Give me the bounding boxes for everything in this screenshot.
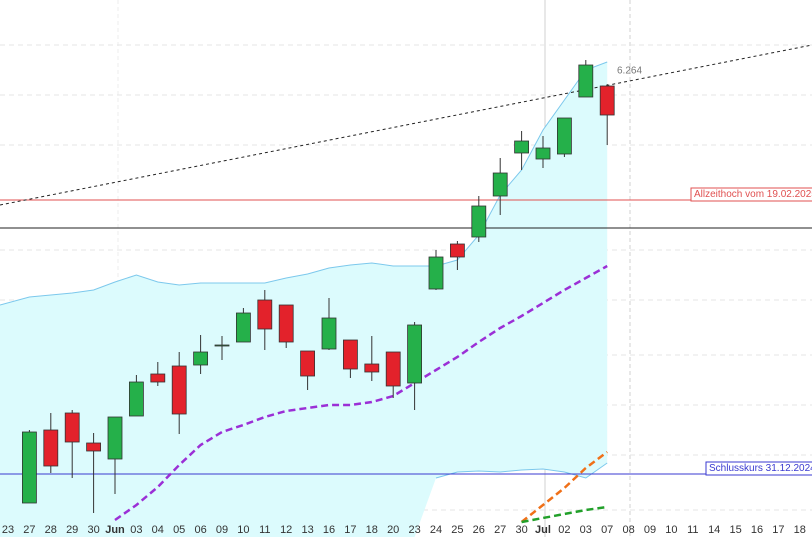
x-tick-label: 28 <box>45 524 57 536</box>
x-tick-label: 06 <box>194 524 206 536</box>
x-tick-label: 11 <box>259 524 270 536</box>
candle-body <box>64 412 80 443</box>
x-tick-label: 11 <box>687 524 698 536</box>
candle-body <box>235 312 251 343</box>
x-tick-label: 27 <box>23 524 35 536</box>
candle-body <box>21 431 37 504</box>
band-fill <box>0 62 608 537</box>
x-tick-label: 18 <box>366 524 378 536</box>
x-tick-label: 23 <box>408 524 420 536</box>
x-tick-label: 30 <box>87 524 99 536</box>
candle-body <box>599 85 615 116</box>
candle-body <box>535 147 551 160</box>
indicator-line <box>521 505 608 524</box>
x-tick-label: 16 <box>323 524 335 536</box>
x-tick-label: 18 <box>794 524 806 536</box>
x-tick-label: 02 <box>558 524 570 536</box>
candle-body <box>107 416 123 460</box>
x-tick-label: 07 <box>601 524 613 536</box>
level-label: Schlusskurs 31.12.2024 <box>709 463 812 474</box>
lower-band <box>435 462 608 479</box>
x-tick-label: 20 <box>387 524 399 536</box>
candle-body <box>407 324 423 384</box>
candle-body <box>300 350 316 377</box>
candle-body <box>364 363 380 373</box>
candle-body <box>492 172 508 197</box>
candle-body <box>342 339 358 370</box>
x-tick-label: 10 <box>237 524 249 536</box>
x-tick-label: 23 <box>2 524 14 536</box>
x-tick-label: 16 <box>751 524 763 536</box>
candle-body <box>150 373 166 383</box>
candle-body <box>449 243 465 258</box>
x-tick-label: 08 <box>622 524 634 536</box>
candle-body <box>471 205 487 238</box>
x-tick-label: 13 <box>301 524 313 536</box>
x-tick-label: 10 <box>665 524 677 536</box>
candle-body <box>321 317 337 350</box>
candle-body <box>257 299 273 330</box>
candle-body <box>86 442 101 452</box>
x-tick-label: 30 <box>515 524 527 536</box>
x-tick-label: 03 <box>130 524 142 536</box>
x-tick-label: 17 <box>344 524 356 536</box>
x-tick-label: Jun <box>105 524 125 536</box>
indicator-line <box>520 450 608 523</box>
x-tick-label: 25 <box>451 524 463 536</box>
x-tick-label: 12 <box>280 524 292 536</box>
x-tick-label: 17 <box>772 524 784 536</box>
candle-body <box>193 351 209 366</box>
x-tick-label: 29 <box>66 524 78 536</box>
level-label: Allzeithoch vom 19.02.2025 / <box>694 189 812 200</box>
x-tick-label: 14 <box>708 524 720 536</box>
candle-body <box>171 365 187 415</box>
candle-body <box>278 304 294 343</box>
x-tick-label: 09 <box>644 524 656 536</box>
level-label-box <box>690 187 812 202</box>
candle-body <box>514 140 529 154</box>
candle-body <box>557 117 572 155</box>
candle-body <box>128 381 144 417</box>
candle-body <box>428 256 444 290</box>
candle-body <box>43 429 59 467</box>
trend-label: 6.264 <box>617 66 642 77</box>
x-tick-label: 27 <box>494 524 506 536</box>
candle-body <box>385 351 401 387</box>
x-tick-label: 04 <box>152 524 164 536</box>
candle-body <box>578 64 594 98</box>
x-tick-label: 15 <box>729 524 741 536</box>
x-tick-label: 03 <box>580 524 592 536</box>
x-tick-label: 24 <box>430 524 442 536</box>
x-tick-label: 09 <box>216 524 228 536</box>
x-tick-label: 05 <box>173 524 185 536</box>
candle-body <box>214 344 230 347</box>
level-label-box <box>705 461 812 476</box>
x-tick-label: 26 <box>473 524 485 536</box>
x-tick-label: Jul <box>535 524 551 536</box>
